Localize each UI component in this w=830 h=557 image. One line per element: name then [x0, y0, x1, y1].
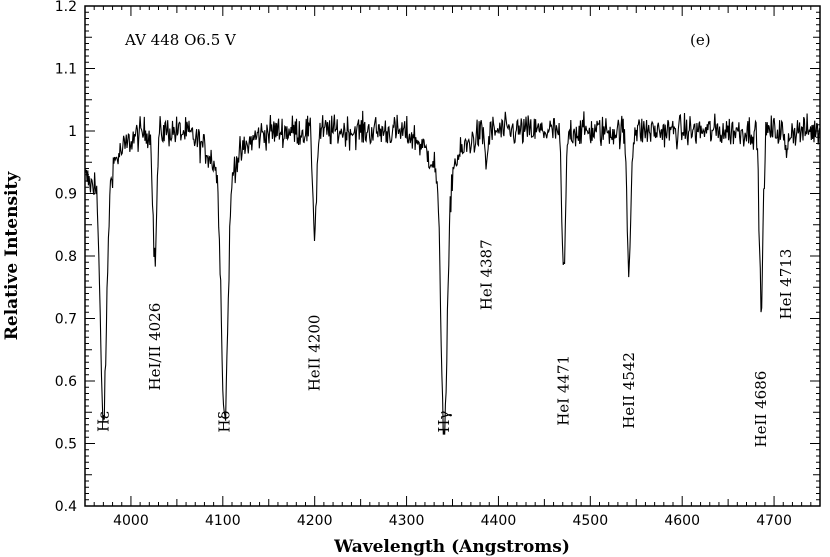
line-label: HeI 4713 [777, 249, 795, 320]
y-tick-label: 0.7 [55, 312, 77, 328]
line-label: HeI/II 4026 [146, 303, 164, 391]
line-label: HeII 4542 [620, 352, 638, 429]
y-tick-label: 1.1 [55, 62, 77, 78]
y-tick-label: 0.5 [55, 437, 77, 453]
x-tick-label: 4700 [756, 513, 792, 529]
line-label: HeII 4200 [306, 315, 324, 392]
line-label: HeII 4686 [752, 371, 770, 448]
spectrum-line [84, 110, 821, 435]
axis-ticks [84, 5, 821, 507]
panel-annotation: (e) [690, 31, 711, 49]
line-label: Hδ [216, 411, 234, 433]
y-tick-label: 0.4 [55, 499, 77, 515]
line-label: Hγ [435, 411, 453, 433]
y-tick-label: 1.2 [55, 0, 77, 15]
line-label: Hε [94, 411, 112, 432]
y-tick-label: 1 [68, 124, 77, 140]
x-tick-label: 4300 [389, 513, 425, 529]
x-axis-title: Wavelength (Angstroms) [333, 537, 570, 557]
x-tick-label: 4200 [297, 513, 333, 529]
x-tick-label: 4400 [481, 513, 517, 529]
axis-tick-labels: 4000 4100 4200 4300 4400 4500 4600 4700 0.4 0.5 0.… [55, 0, 792, 529]
y-tick-label: 0.6 [55, 374, 77, 390]
x-tick-label: 4100 [205, 513, 241, 529]
x-tick-label: 4000 [113, 513, 149, 529]
x-tick-label: 4500 [572, 513, 608, 529]
y-tick-label: 0.8 [55, 249, 77, 265]
y-tick-label: 0.9 [55, 187, 77, 203]
y-axis-title: Relative Intensity [2, 171, 22, 341]
line-label: HeI 4471 [555, 355, 573, 426]
star-annotation: AV 448 O6.5 V [124, 31, 237, 49]
line-label: HeI 4387 [478, 239, 496, 310]
x-tick-label: 4600 [664, 513, 700, 529]
spectral-line-labels: Hε HeI/II 4026 Hδ HeII 4200 Hγ HeI 4387 HeI 44… [94, 239, 795, 447]
